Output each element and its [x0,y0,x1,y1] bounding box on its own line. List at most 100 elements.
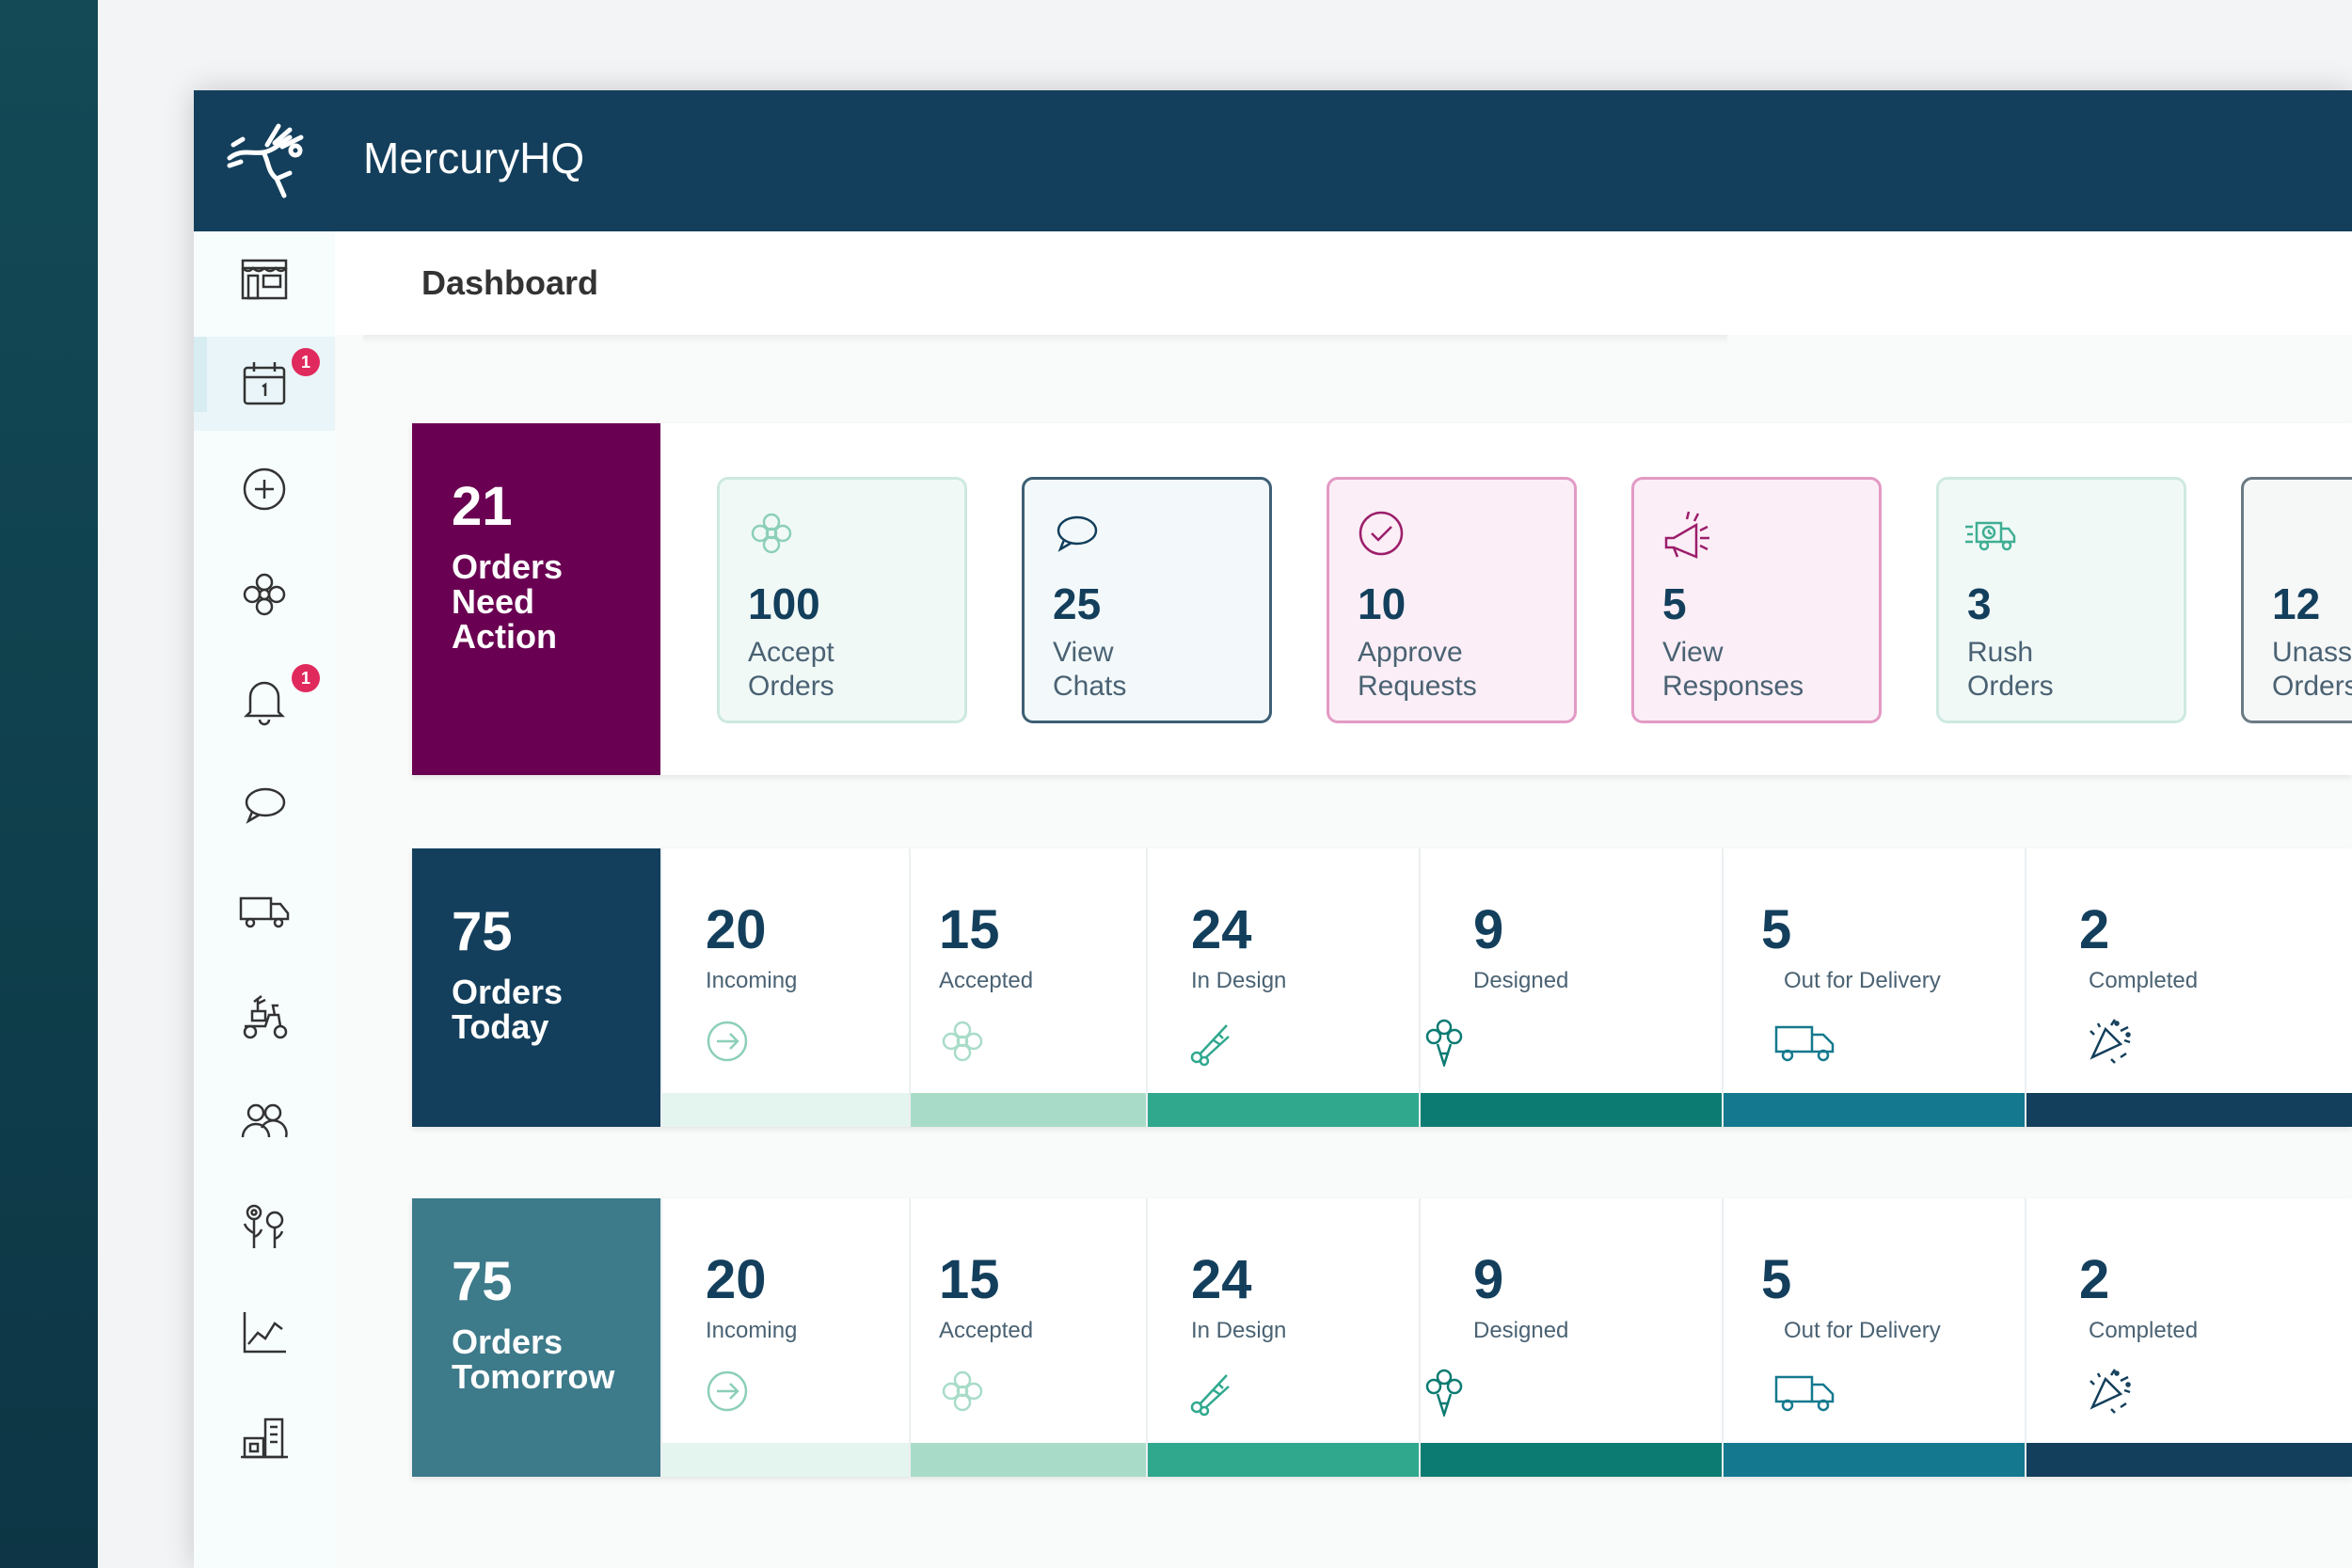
flower-icon [751,513,792,554]
bell-icon [243,681,286,726]
today-accepted[interactable]: 15 Accepted [909,848,1146,1127]
today-out-for-delivery-label: Out for Delivery [1784,968,1941,993]
calendar-icon [243,362,286,405]
view-responses-card[interactable]: 5 View Responses [1631,477,1882,723]
view-chats-card[interactable]: 25 View Chats [1022,477,1272,723]
tomorrow-designed[interactable]: 9 Designed [1419,1198,1722,1477]
tomorrow-completed-bar [2026,1443,2352,1477]
orders-tomorrow-label: Orders Tomorrow [452,1323,615,1396]
approve-requests-card[interactable]: 10 Approve Requests [1327,477,1577,723]
tomorrow-incoming[interactable]: 20 Incoming [660,1198,909,1477]
view-responses-count: 5 [1662,579,1687,628]
today-incoming-count: 20 [706,899,767,960]
accept-orders-card[interactable]: 100 Accept Orders [717,477,967,723]
sidebar-item-chats[interactable] [194,758,335,852]
needs-action-label: Orders Need Action [452,547,564,656]
tomorrow-accepted-bar [911,1443,1146,1477]
today-designed[interactable]: 9 Designed [1419,848,1722,1127]
tomorrow-completed-label: Completed [2089,1318,2199,1343]
tomorrow-in-design-label: In Design [1191,1318,1287,1343]
orders-tomorrow-summary[interactable]: 75 Orders Tomorrow [412,1198,660,1477]
mercury-logo-icon[interactable] [220,117,318,205]
tomorrow-accepted[interactable]: 15 Accepted [909,1198,1146,1477]
orders-today-count: 75 [452,901,513,962]
tomorrow-out-for-delivery-bar [1724,1443,2025,1477]
needs-action-summary[interactable]: 21 Orders Need Action [412,423,660,775]
line-chart-icon [243,1312,286,1354]
view-chats-count: 25 [1053,579,1102,628]
truck-icon [239,896,290,928]
accept-orders-label: Accept Orders [748,637,834,702]
tomorrow-out-for-delivery-count: 5 [1761,1249,1792,1310]
orders-tomorrow-panel: 75 Orders Tomorrow 20 Incoming 15 Accept… [412,1198,2352,1477]
header-shadow [363,335,1727,344]
rush-orders-card[interactable]: 3 Rush Orders [1936,477,2186,723]
arrow-circle-icon [707,1021,748,1062]
orders-today-label: Orders Today [452,973,564,1046]
confetti-icon [2090,1369,2131,1414]
today-completed[interactable]: 2 Completed [2025,848,2352,1127]
building-icon [241,1418,288,1459]
chat-bubble-icon [245,787,286,824]
storefront-icon [241,259,288,300]
today-out-for-delivery-count: 5 [1761,899,1792,960]
tomorrow-accepted-label: Accepted [939,1318,1034,1343]
today-accepted-count: 15 [939,899,1000,960]
today-in-design-bar [1148,1093,1419,1127]
tomorrow-designed-bar [1421,1443,1722,1477]
bouquet-icon [1425,1019,1463,1067]
view-responses-label: View Responses [1662,637,1804,702]
today-accepted-label: Accepted [939,968,1034,993]
today-out-for-delivery-bar [1724,1093,2025,1127]
today-in-design[interactable]: 24 In Design [1146,848,1419,1127]
orders-today-summary[interactable]: 75 Orders Today [412,848,660,1127]
sidebar-item-storefront[interactable] [194,231,335,325]
orders-tomorrow-count: 75 [452,1251,513,1312]
sidebar-item-customers[interactable] [194,1074,335,1168]
tomorrow-completed[interactable]: 2 Completed [2025,1198,2352,1477]
approve-requests-count: 10 [1358,579,1406,628]
tomorrow-designed-count: 9 [1473,1249,1504,1310]
plus-circle-icon [243,467,286,511]
tomorrow-out-for-delivery[interactable]: 5 Out for Delivery [1722,1198,2025,1477]
tomorrow-accepted-count: 15 [939,1249,1000,1310]
sidebar-item-calendar[interactable]: 1 [194,337,335,431]
megaphone-icon [1664,511,1709,559]
accept-orders-count: 100 [748,579,820,628]
needs-action-count: 21 [452,476,513,537]
sidebar-item-delivery[interactable] [194,863,335,958]
today-designed-bar [1421,1093,1722,1127]
today-completed-count: 2 [2079,899,2110,960]
chat-bubble-icon [1057,515,1098,552]
today-out-for-delivery[interactable]: 5 Out for Delivery [1722,848,2025,1127]
sidebar-item-driver[interactable] [194,969,335,1063]
tomorrow-in-design-bar [1148,1443,1419,1477]
shears-icon [1190,1024,1230,1067]
tomorrow-in-design[interactable]: 24 In Design [1146,1198,1419,1477]
flowers-icon [243,1204,284,1248]
notifications-badge: 1 [292,664,320,692]
sidebar-item-products[interactable] [194,1180,335,1274]
top-bar: MercuryHQ [194,90,2352,231]
sidebar-item-flower[interactable] [194,547,335,641]
tomorrow-designed-label: Designed [1473,1318,1569,1343]
scooter-icon [243,995,288,1039]
today-in-design-label: In Design [1191,968,1287,993]
sidebar-item-shop-settings[interactable] [194,1390,335,1484]
confetti-icon [2090,1019,2131,1064]
needs-action-panel: 21 Orders Need Action 100 Accept Orders … [412,423,2352,775]
page-header: Dashboard [335,231,2352,335]
today-designed-label: Designed [1473,968,1569,993]
check-circle-icon [1359,511,1404,556]
sidebar-item-create-order[interactable] [194,442,335,536]
unassigned-orders-label: Unass Orders [2272,637,2352,702]
people-icon [241,1103,288,1138]
tomorrow-completed-count: 2 [2079,1249,2110,1310]
today-incoming-label: Incoming [706,968,798,993]
flower-icon [942,1370,983,1412]
sidebar-item-reports[interactable] [194,1285,335,1379]
sidebar: 1 1 [194,231,335,1568]
sidebar-item-notifications[interactable]: 1 [194,653,335,747]
unassigned-orders-card[interactable]: 12 Unass Orders [2241,477,2352,723]
today-incoming[interactable]: 20 Incoming [660,848,909,1127]
